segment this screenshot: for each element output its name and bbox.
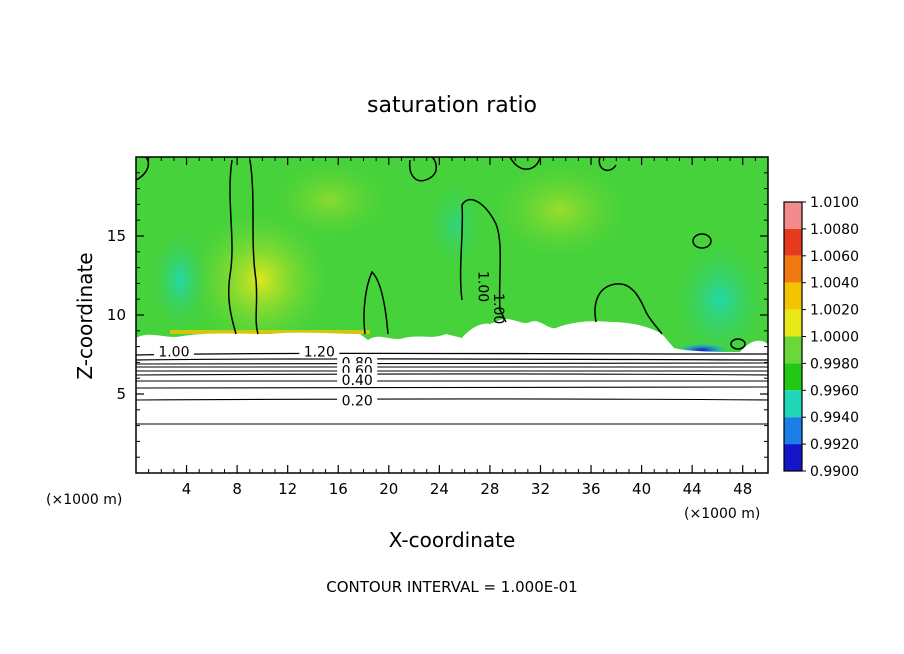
contour-line [136, 398, 768, 401]
x-unit-label: (×1000 m) [684, 506, 760, 522]
colorbar-cell [784, 255, 802, 283]
colorbar-cell [784, 444, 802, 471]
colorbar-cell [784, 417, 802, 445]
subsaturated-patch [150, 225, 210, 335]
contour-label-bg [337, 372, 378, 387]
y-tick-label: 15 [107, 227, 126, 245]
contour-line [692, 233, 712, 249]
x-tick-label: 36 [581, 480, 600, 498]
contour-label: 1.00 [490, 293, 506, 324]
x-tick-label: 32 [531, 480, 550, 498]
contour-line [730, 338, 746, 350]
colorbar-label: 1.0060 [810, 249, 859, 265]
y-unit-label: (×1000 m) [46, 492, 122, 508]
colorbar: 1.0100 1.0080 1.0060 1.0040 1.0020 1.0000 0.99… [783, 195, 859, 480]
contour-line [363, 270, 389, 335]
colorbar-label: 1.0000 [810, 330, 859, 346]
contour-line [136, 358, 768, 361]
colorbar-label: 0.9960 [810, 383, 859, 399]
y-axis-label: Z-coordinate [73, 252, 97, 379]
contour-labels: 1.001.200.800.600.400.201.001.00 [153, 271, 506, 409]
contour-lines [136, 157, 768, 425]
x-tick-label: 4 [182, 480, 192, 498]
x-axis-label: X-coordinate [389, 528, 516, 552]
cloud-layer-top [136, 319, 768, 358]
contour-label-bg [153, 344, 194, 359]
colorbar-cell [784, 282, 802, 310]
contour-label: 1.20 [304, 344, 335, 360]
contour-line [459, 198, 507, 323]
contour-label: 1.00 [158, 344, 189, 360]
colorbar-cell [784, 309, 802, 337]
contour-line [227, 159, 237, 335]
colorbar-label: 1.0080 [810, 222, 859, 238]
colorbar-label: 1.0020 [810, 303, 859, 319]
colorbar-cell [784, 363, 802, 391]
x-tick-label: 20 [379, 480, 398, 498]
contour-line [594, 283, 663, 335]
colorbar-label: 0.9980 [810, 356, 859, 372]
x-tick-label: 44 [683, 480, 702, 498]
x-tick-label: 8 [232, 480, 242, 498]
contour-line [249, 159, 259, 335]
contour-line [136, 423, 768, 425]
colorbar-cell [784, 228, 802, 256]
colorbar-label: 0.9900 [810, 464, 859, 480]
colorbar-label: 1.0100 [810, 195, 859, 211]
subsaturated-patch [670, 235, 768, 365]
supersaturated-patch [490, 160, 630, 260]
x-tick-label: 48 [733, 480, 752, 498]
colorbar-label: 0.9940 [810, 410, 859, 426]
contour-label: 1.00 [475, 271, 491, 302]
contour-label: 0.40 [342, 373, 373, 389]
y-tick-label: 10 [107, 306, 126, 324]
contour-interval-note: CONTOUR INTERVAL = 1.000E-01 [326, 578, 577, 596]
contour-line [136, 373, 768, 376]
colorbar-label: 0.9920 [810, 437, 859, 453]
x-tick-label: 40 [632, 480, 651, 498]
contour-line [136, 352, 768, 356]
contour-label: 0.20 [342, 393, 373, 409]
colorbar-cell [784, 336, 802, 364]
chart-title: saturation ratio [367, 93, 537, 118]
contour-label-bg [299, 344, 340, 359]
x-tick-label: 16 [329, 480, 348, 498]
y-tick-label: 5 [116, 385, 126, 403]
colorbar-cell [784, 202, 802, 229]
x-tick-label: 12 [278, 480, 297, 498]
contour-line [598, 157, 617, 172]
contour-line [136, 157, 150, 181]
colorbar-label: 1.0040 [810, 276, 859, 292]
heatmap-field [136, 157, 768, 473]
contour-label-bg [337, 393, 378, 408]
x-tick-label: 28 [480, 480, 499, 498]
cloud-top-band [170, 330, 370, 334]
contour-line [509, 157, 541, 170]
supersaturated-patch [190, 210, 330, 350]
subsaturated-patch [425, 175, 485, 275]
contour-line [408, 157, 437, 182]
x-tick-label: 24 [430, 480, 449, 498]
supersaturated-patch [270, 160, 390, 240]
colorbar-cell [784, 390, 802, 418]
